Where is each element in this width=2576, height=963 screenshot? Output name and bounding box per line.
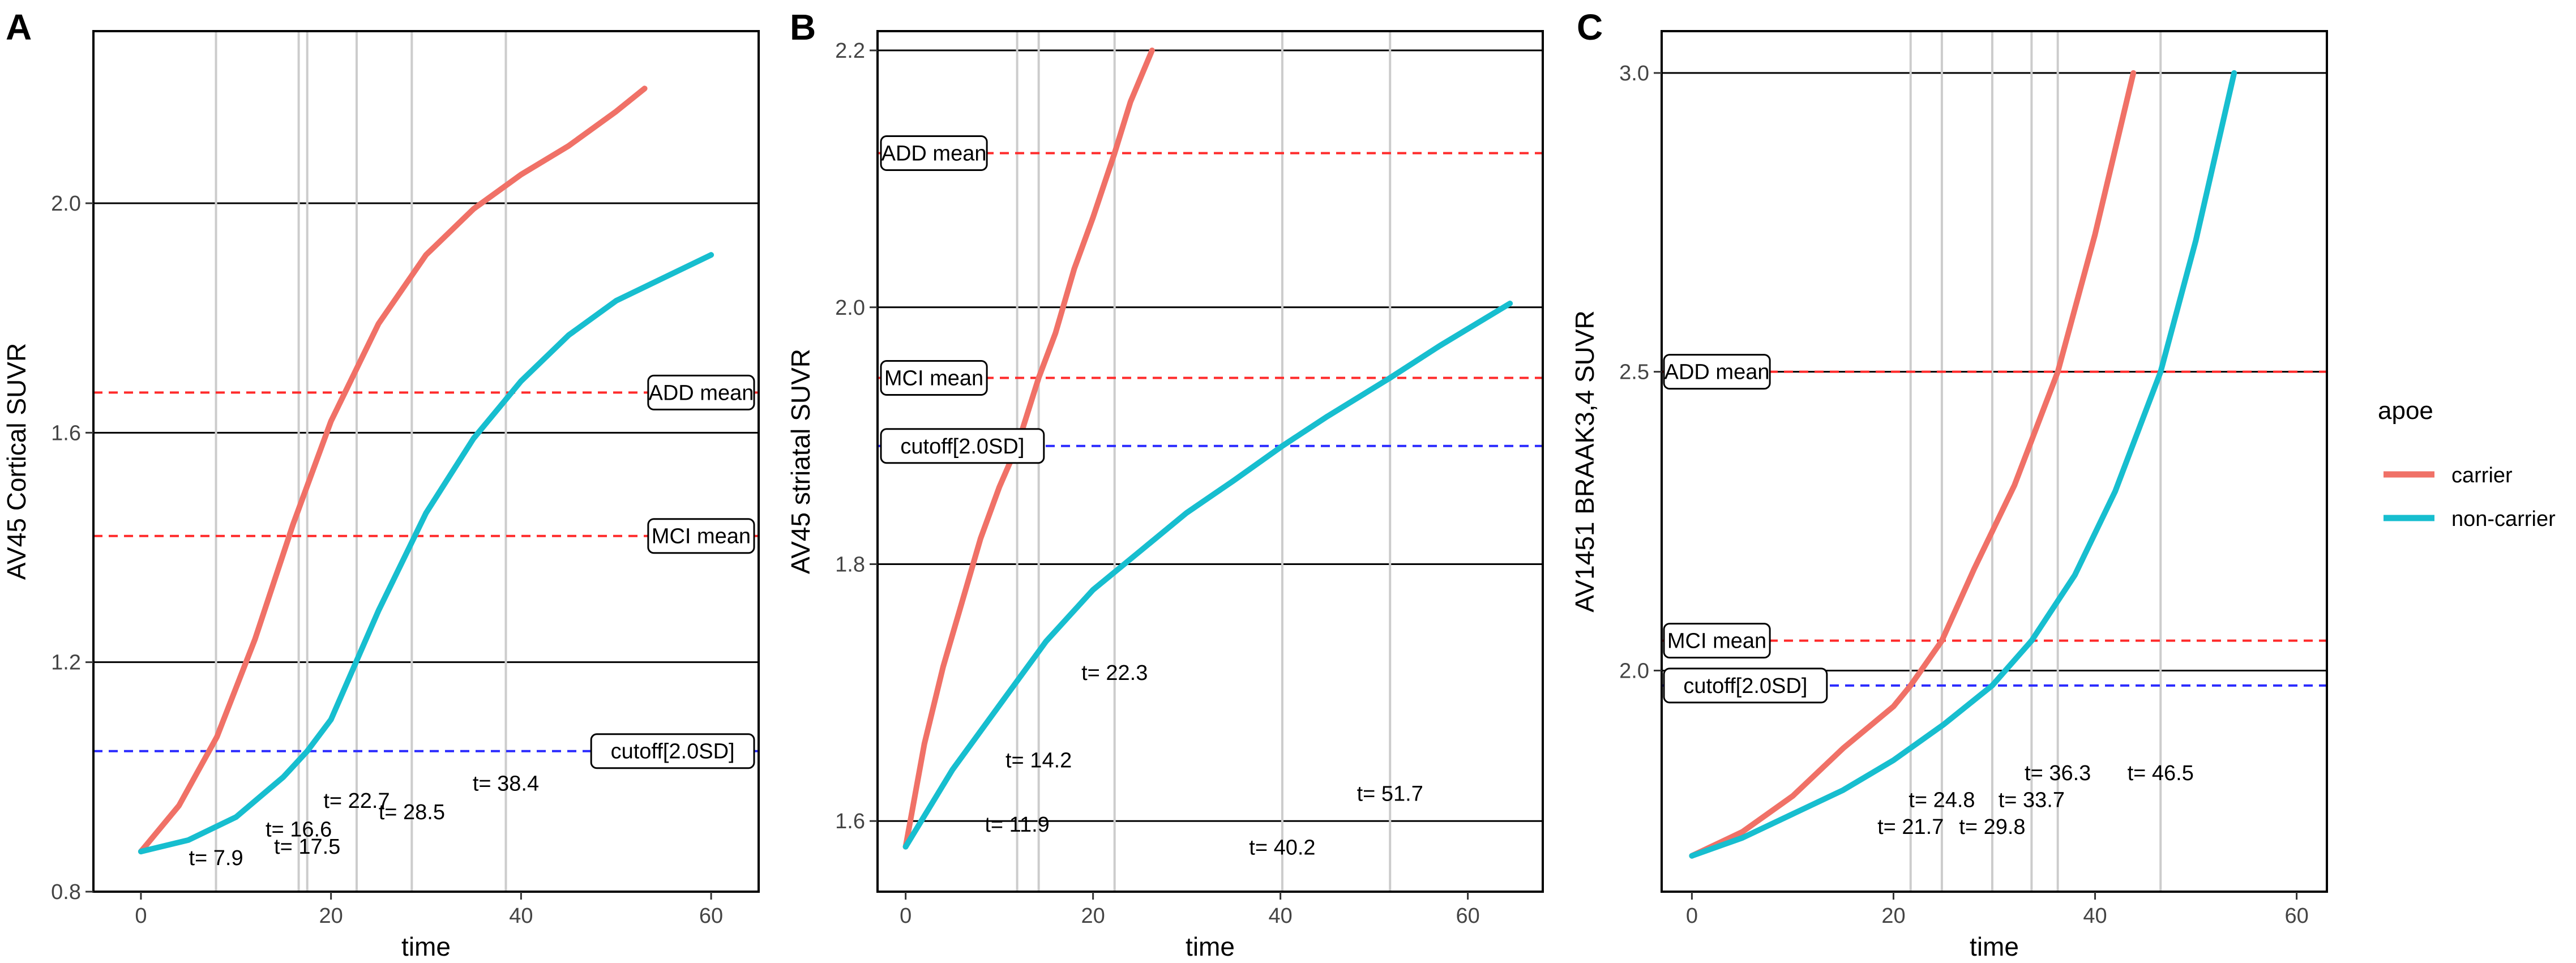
x-tick-label: 20 xyxy=(319,904,343,928)
time-label: t= 38.4 xyxy=(473,772,539,795)
panel-b: Bt= 11.9 t= 14.2 t= 22.3 t= 40.2 t= 51.7 ADD … xyxy=(786,7,1544,961)
plot-border xyxy=(876,30,1544,893)
y-tick-label: 2.5 xyxy=(1619,361,1649,384)
series-line-non-carrier xyxy=(902,301,1513,850)
x-tick-label: 40 xyxy=(509,904,533,928)
ref-label: ADD mean xyxy=(882,142,987,166)
ref-label: cutoff[2.0SD] xyxy=(1683,674,1807,698)
y-tick-label: 1.8 xyxy=(835,553,865,576)
ref-label-box: cutoff[2.0SD] xyxy=(1663,667,1828,704)
y-tick-label: 1.2 xyxy=(51,651,81,675)
y-axis-label: AV45 Cortical SUVR xyxy=(2,343,31,580)
legend-label-non-carrier: non-carrier xyxy=(2451,507,2556,531)
ref-label-box: ADD mean xyxy=(647,374,755,410)
ref-label-box: ADD mean xyxy=(1663,354,1771,390)
x-axis-label: time xyxy=(1970,932,2019,961)
ref-label: MCI mean xyxy=(884,367,983,391)
series-line-non-carrier xyxy=(138,252,714,855)
x-tick-label: 60 xyxy=(1456,904,1479,928)
time-label: t= 14.2 xyxy=(1005,748,1072,772)
x-tick-label: 60 xyxy=(699,904,723,928)
time-label: t= 22.3 xyxy=(1081,661,1148,685)
legend-label-carrier: carrier xyxy=(2451,464,2513,487)
y-tick-label: 1.6 xyxy=(835,810,865,833)
legend-item-carrier: carrier xyxy=(2384,464,2513,487)
legend-item-non-carrier: non-carrier xyxy=(2384,507,2556,531)
ref-label-frame xyxy=(647,518,755,554)
ref-label-box: MCI mean xyxy=(880,360,988,396)
ref-label-box: cutoff[2.0SD] xyxy=(590,733,755,769)
plot-border xyxy=(1661,30,2328,893)
x-tick-label: 0 xyxy=(900,904,912,928)
x-tick-label: 0 xyxy=(1686,904,1698,928)
time-label: t= 28.5 xyxy=(379,801,445,824)
ref-label-frame xyxy=(880,135,988,172)
panel-letter: B xyxy=(790,7,816,48)
y-tick-label: 0.8 xyxy=(51,880,81,904)
plot-border xyxy=(92,30,760,893)
y-axis-label: AV45 striatal SUVR xyxy=(786,349,815,574)
ref-label: cutoff[2.0SD] xyxy=(900,435,1024,459)
y-tick-label: 3.0 xyxy=(1619,62,1649,85)
time-label: t= 40.2 xyxy=(1249,836,1315,860)
ref-label-box: ADD mean xyxy=(880,135,988,172)
panel-c: Ct= 21.7 t= 24.8 t= 29.8 t= 33.7 t= 36.3 t= 4… xyxy=(1570,7,2328,961)
y-tick-label: 2.0 xyxy=(51,192,81,216)
time-label: t= 21.7 xyxy=(1877,815,1944,839)
series-line-carrier xyxy=(1689,70,2137,859)
series-line-carrier xyxy=(902,48,1155,850)
y-axis-label: AV1451 BRAAK3,4 SUVR xyxy=(1570,310,1599,613)
panel-letter: C xyxy=(1577,7,1603,48)
ref-label-box: MCI mean xyxy=(647,518,755,554)
time-label: t= 24.8 xyxy=(1909,788,1975,812)
x-tick-label: 40 xyxy=(1268,904,1292,928)
x-tick-label: 0 xyxy=(135,904,147,928)
ref-label-frame xyxy=(647,374,755,410)
y-tick-label: 2.0 xyxy=(1619,659,1649,683)
legend: apoe carrier non-carrier xyxy=(2378,397,2556,531)
time-label: t= 46.5 xyxy=(2128,761,2194,785)
legend-title: apoe xyxy=(2378,397,2433,425)
ref-label: ADD mean xyxy=(649,381,754,405)
x-axis-label: time xyxy=(401,932,451,961)
time-label: t= 29.8 xyxy=(1959,815,2025,839)
ref-label-box: MCI mean xyxy=(1663,623,1771,659)
ref-label-frame xyxy=(880,428,1045,464)
series-line-non-carrier xyxy=(1689,70,2237,859)
ref-label: ADD mean xyxy=(1664,361,1770,384)
x-tick-label: 40 xyxy=(2083,904,2107,928)
time-label: t= 16.6 xyxy=(266,818,332,842)
ref-label-frame xyxy=(1663,667,1828,704)
panel-letter: A xyxy=(6,7,32,48)
x-tick-label: 20 xyxy=(1081,904,1105,928)
x-tick-label: 20 xyxy=(1881,904,1905,928)
time-label: t= 7.9 xyxy=(189,846,243,870)
ref-label: cutoff[2.0SD] xyxy=(611,740,735,764)
time-label: t= 11.9 xyxy=(985,813,1049,837)
panel-a: At= 7.9 t= 16.6t= 17.5 t= 22.7t= 28.5 t= 38… xyxy=(2,7,760,961)
ref-label-box: cutoff[2.0SD] xyxy=(880,428,1045,464)
y-tick-label: 1.6 xyxy=(51,421,81,445)
x-tick-label: 60 xyxy=(2284,904,2308,928)
ref-label-frame xyxy=(880,360,988,396)
ref-label: MCI mean xyxy=(1667,630,1766,653)
y-tick-label: 2.0 xyxy=(835,296,865,320)
y-tick-label: 2.2 xyxy=(835,39,865,63)
time-label: t= 17.5 xyxy=(274,835,340,859)
ref-label-frame xyxy=(1663,623,1771,659)
plot-area: t= 21.7 t= 24.8 t= 29.8 t= 33.7 t= 36.3 t= 46… xyxy=(1662,31,2327,892)
ref-label: MCI mean xyxy=(652,525,751,549)
time-label: t= 33.7 xyxy=(1999,788,2065,812)
series-line-carrier xyxy=(138,85,648,855)
ref-label-frame xyxy=(590,733,755,769)
x-axis-label: time xyxy=(1186,932,1235,961)
ref-label-frame xyxy=(1663,354,1771,390)
time-label: t= 36.3 xyxy=(2025,761,2091,785)
time-label: t= 51.7 xyxy=(1357,782,1423,806)
time-label: t= 22.7 xyxy=(323,789,390,813)
